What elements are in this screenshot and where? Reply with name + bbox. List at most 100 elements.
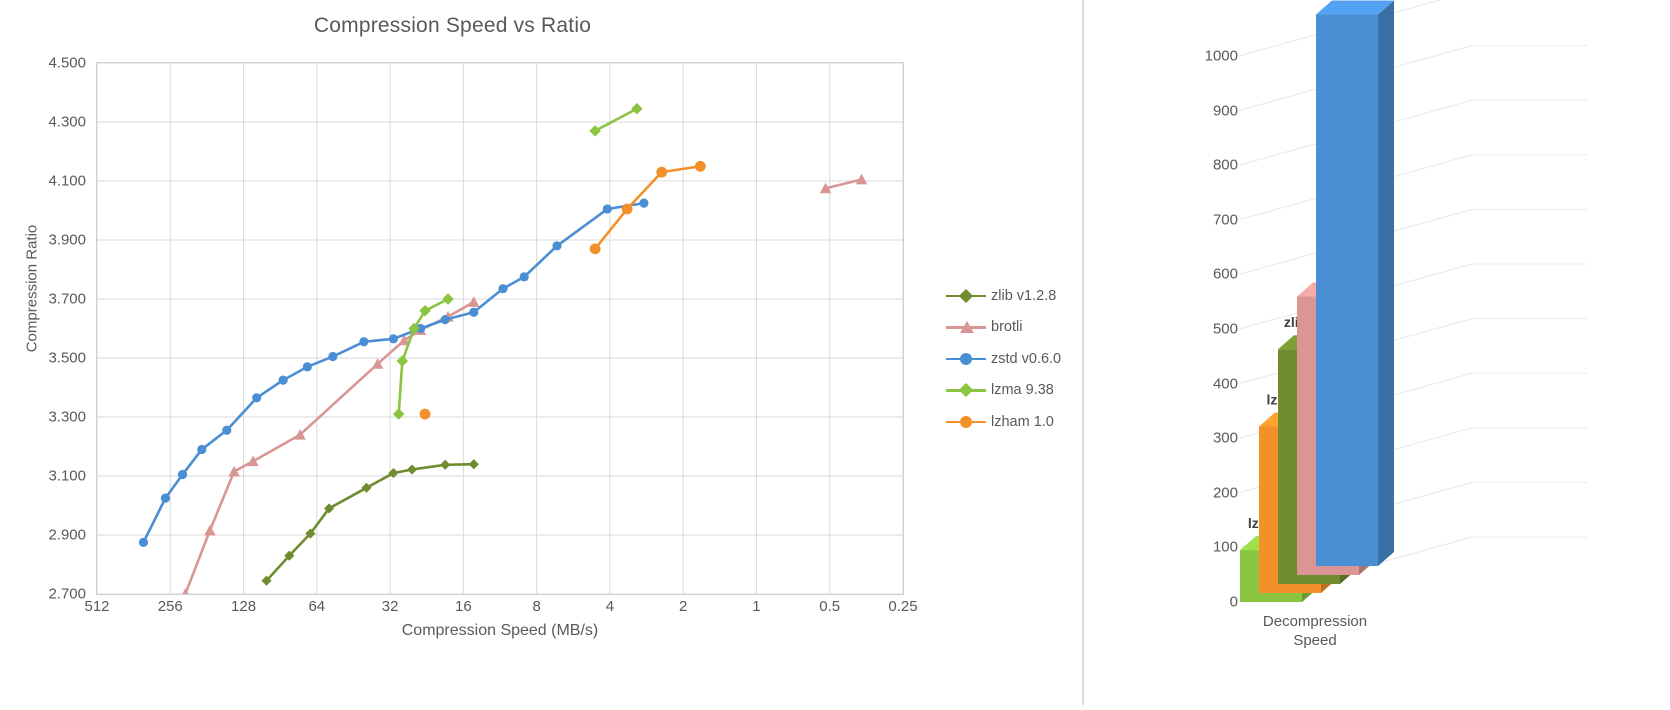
data-point-marker <box>247 455 259 467</box>
data-point-marker <box>302 362 312 372</box>
series-line <box>593 107 639 133</box>
data-point-marker <box>359 337 369 347</box>
data-point-marker <box>204 524 216 536</box>
data-point-marker <box>589 243 601 255</box>
x-tick-label: 16 <box>455 598 472 615</box>
series-zstd <box>138 198 649 547</box>
data-point-marker <box>819 182 832 194</box>
data-point-marker <box>138 537 149 547</box>
y-tick-label: 3.500 <box>48 349 86 367</box>
scatter-x-axis-ticks: 512 256 128 64 32 16 8 4 2 1 0.5 0.25 <box>40 598 960 628</box>
legend-item-zstd[interactable]: zstd v0.6.0 <box>946 343 1086 375</box>
legend-item-lzma[interactable]: lzma 9.38 <box>946 375 1086 407</box>
legend-marker-triangle-icon <box>946 320 986 334</box>
scatter-legend: zlib v1.2.8 brotli zstd v0.6.0 lzma 9.38 lzh… <box>946 280 1086 438</box>
data-point-marker <box>468 459 479 470</box>
x-tick-label: 2 <box>679 598 688 615</box>
legend-item-zlib[interactable]: zlib v1.2.8 <box>946 280 1086 312</box>
data-point-marker <box>284 550 295 561</box>
y-tick-label: 2.900 <box>48 526 86 544</box>
bar-y-tick-label: 200 <box>1212 484 1238 502</box>
data-point-marker <box>388 334 399 344</box>
bar-y-tick-label: 400 <box>1212 375 1238 393</box>
data-point-marker <box>305 528 316 539</box>
data-point-marker <box>440 459 451 470</box>
data-point-marker <box>855 173 868 185</box>
bar-y-tick-label: 600 <box>1212 265 1238 283</box>
y-tick-label: 2.700 <box>48 585 86 603</box>
bar-y-tick-label: 0 <box>1229 593 1238 611</box>
triangle-icon <box>960 321 974 334</box>
scatter-chart-title: Compression Speed vs Ratio <box>313 14 592 37</box>
series-lzham <box>419 160 706 420</box>
series-line <box>397 297 450 416</box>
data-point-marker <box>419 305 431 317</box>
legend-item-brotli[interactable]: brotli <box>946 312 1086 344</box>
bar-side-face <box>1378 0 1394 567</box>
data-point-marker <box>392 408 405 420</box>
x-tick-label: 4 <box>605 598 615 615</box>
data-point-marker <box>294 428 306 440</box>
data-point-marker <box>328 351 338 362</box>
data-point-marker <box>589 125 601 137</box>
x-tick-label: 128 <box>231 598 257 615</box>
bar-category-label-line: Decompression <box>1262 613 1368 630</box>
x-tick-label: 32 <box>381 598 399 615</box>
circle-icon <box>960 352 972 365</box>
data-point-marker <box>468 296 480 307</box>
data-point-marker <box>361 482 372 493</box>
data-point-marker <box>408 322 420 335</box>
data-point-marker <box>398 334 410 346</box>
series-line <box>824 178 863 190</box>
data-point-marker <box>160 493 171 503</box>
y-tick-label: 4.300 <box>48 113 86 131</box>
y-tick-label: 4.500 <box>48 54 86 72</box>
legend-marker-circle-icon <box>946 415 986 429</box>
data-point-marker <box>406 464 418 475</box>
legend-label: lzma 9.38 <box>991 382 1054 399</box>
legend-item-lzham[interactable]: lzham 1.0 <box>946 406 1086 438</box>
series-line <box>142 201 646 544</box>
bar-zstd[interactable] <box>1316 0 1394 567</box>
data-point-marker <box>440 315 450 325</box>
x-tick-label: 0.5 <box>819 598 841 615</box>
bar-y-tick-label: 800 <box>1212 156 1238 174</box>
data-point-marker <box>621 203 633 215</box>
x-tick-label: 0.25 <box>888 598 918 615</box>
y-tick-label: 3.100 <box>48 467 86 485</box>
data-point-marker <box>261 575 272 586</box>
y-tick-label: 4.100 <box>48 172 86 190</box>
bar-top-face <box>1316 0 1394 15</box>
bar-y-tick-label: 300 <box>1212 429 1238 447</box>
scatter-x-axis-title: Compression Speed (MB/s) <box>401 622 599 639</box>
bar-y-tick-label: 1000 <box>1204 47 1238 65</box>
data-point-marker <box>469 307 479 317</box>
bar-front-face <box>1316 14 1378 567</box>
scatter-series-svg <box>96 62 904 599</box>
data-point-marker <box>371 358 384 369</box>
bar-category-label-line: Speed <box>1293 632 1337 649</box>
series-line <box>593 164 702 251</box>
data-point-marker <box>179 588 192 599</box>
legend-marker-diamond-icon <box>946 383 986 398</box>
diamond-icon <box>958 288 974 303</box>
scatter-chart-panel: Compression Speed vs Ratio Compression R… <box>24 14 1062 639</box>
legend-label: lzham 1.0 <box>991 413 1054 430</box>
data-point-marker <box>396 355 409 367</box>
y-tick-label: 3.700 <box>48 290 86 308</box>
data-point-marker <box>197 444 207 455</box>
legend-label: zlib v1.2.8 <box>991 287 1057 304</box>
diamond-icon <box>958 383 974 398</box>
legend-marker-circle-icon <box>946 352 986 366</box>
x-tick-label: 512 <box>84 598 110 615</box>
x-tick-label: 256 <box>157 598 183 615</box>
data-point-marker <box>694 160 706 172</box>
legend-label: brotli <box>991 319 1023 336</box>
x-tick-label: 1 <box>752 598 761 615</box>
bar-y-tick-label: 100 <box>1212 538 1238 556</box>
data-point-marker <box>278 375 288 385</box>
data-point-marker <box>442 293 454 305</box>
y-tick-label: 3.900 <box>48 231 86 249</box>
